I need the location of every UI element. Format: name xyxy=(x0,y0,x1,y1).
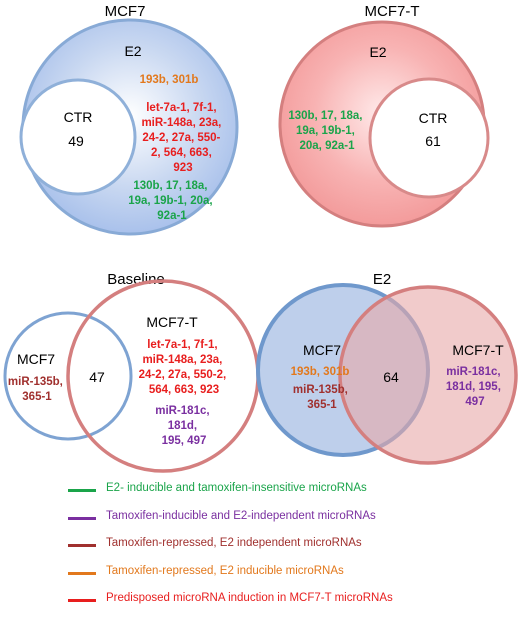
e2-orange-mirnas: 193b, 301b xyxy=(291,366,350,378)
baseline-mcf7t-label: MCF7-T xyxy=(146,314,198,330)
legend-label: E2- inducible and tamoxifen-insensitive … xyxy=(106,482,367,494)
mcf7-red-line: miR-148a, 23a, xyxy=(141,117,221,129)
e2-purple-mirnas: miR-181c, 181d, 195, 497 xyxy=(446,366,504,408)
mcf7t-green-mirnas: 130b, 17, 18a, 19a, 19b-1, 20a, 92a-1 xyxy=(288,110,365,152)
mcf7t-ctr-label: CTR xyxy=(419,110,448,126)
legend-label: Tamoxifen-repressed, E2 inducible microR… xyxy=(106,564,344,577)
mcf7-red-line: 923 xyxy=(173,162,192,174)
legend-swatch xyxy=(68,599,96,602)
baseline-overlap-count: 47 xyxy=(89,369,105,385)
legend: E2- inducible and tamoxifen-insensitive … xyxy=(68,482,508,620)
mcf7t-e2-label: E2 xyxy=(369,44,386,60)
e2-mcf7t-set xyxy=(338,285,518,465)
baseline-mcf7-label: MCF7 xyxy=(17,351,55,367)
panel-mcf7-title: MCF7 xyxy=(105,3,146,20)
panel-e2: E2 MCF7 MCF7-T 64 193b, 301b miR-135b, 3… xyxy=(256,271,518,465)
baseline-mcf7-mirnas: miR-135b, 365-1 xyxy=(8,376,66,403)
mcf7-red-mirnas: let-7a-1, 7f-1, miR-148a, 23a, 24-2, 27a… xyxy=(141,102,224,174)
panel-e2-title: E2 xyxy=(373,271,391,288)
panel-baseline-title: Baseline xyxy=(107,271,165,288)
e2-mcf7-label: MCF7 xyxy=(303,342,341,358)
baseline-red-mirnas: let-7a-1, 7f-1, miR-148a, 23a, 24-2, 27a… xyxy=(139,339,230,396)
mcf7t-green-line: 130b, 17, 18a, xyxy=(288,110,362,122)
baseline-red-line: let-7a-1, 7f-1, xyxy=(147,339,217,351)
baseline-purple-line: 195, 497 xyxy=(162,435,207,447)
baseline-purple-line: 181d, xyxy=(168,420,197,432)
legend-label: Predisposed microRNA induction in MCF7-T… xyxy=(106,592,393,604)
e2-purple-line: miR-181c, xyxy=(446,366,500,378)
panel-mcf7: MCF7 E2 CTR 49 193b, 301b let-7a-1, 7f-1… xyxy=(19,3,239,236)
e2-brown-line: miR-135b, xyxy=(293,384,348,396)
baseline-red-line: 24-2, 27a, 550-2, xyxy=(139,369,227,381)
mcf7t-ctr-set xyxy=(368,77,490,199)
mcf7-ctr-count: 49 xyxy=(68,133,84,149)
baseline-mcf7-line: miR-135b, xyxy=(8,376,63,388)
legend-item-purple: Tamoxifen-inducible and E2-independent m… xyxy=(68,510,508,538)
panel-mcf7t: MCF7-T E2 CTR 61 130b, 17, 18a, 19a, 19b… xyxy=(278,3,490,228)
baseline-purple-line: miR-181c, xyxy=(155,405,209,417)
mcf7-green-line: 92a-1 xyxy=(157,210,187,222)
legend-swatch xyxy=(68,571,96,575)
panel-baseline: Baseline MCF7 MCF7-T 47 miR-135b, 365-1 … xyxy=(3,271,260,473)
mcf7-ctr-set xyxy=(19,78,137,196)
mcf7-red-line: 24-2, 27a, 550- xyxy=(142,132,220,144)
mcf7-green-line: 130b, 17, 18a, xyxy=(133,180,207,192)
legend-swatch xyxy=(68,489,96,492)
e2-mcf7t-label: MCF7-T xyxy=(452,342,504,358)
legend-swatch xyxy=(68,516,96,520)
mcf7-red-line: let-7a-1, 7f-1, xyxy=(146,102,216,114)
legend-item-green: E2- inducible and tamoxifen-insensitive … xyxy=(68,482,508,510)
mcf7-e2-label: E2 xyxy=(124,43,141,59)
legend-item-orange: Tamoxifen-repressed, E2 inducible microR… xyxy=(68,565,508,593)
e2-brown-mirnas: miR-135b, 365-1 xyxy=(293,384,351,411)
baseline-red-line: 564, 663, 923 xyxy=(149,384,219,396)
legend-item-red: Predisposed microRNA induction in MCF7-T… xyxy=(68,592,508,620)
mcf7-green-line: 19a, 19b-1, 20a, xyxy=(128,195,212,207)
mcf7-ctr-label: CTR xyxy=(64,109,93,125)
mcf7t-green-line: 19a, 19b-1, xyxy=(296,125,355,137)
baseline-purple-mirnas: miR-181c, 181d, 195, 497 xyxy=(155,405,213,447)
e2-purple-line: 181d, 195, xyxy=(446,381,501,393)
mcf7t-green-line: 20a, 92a-1 xyxy=(300,140,356,152)
baseline-red-line: miR-148a, 23a, xyxy=(142,354,222,366)
e2-brown-line: 365-1 xyxy=(307,399,337,411)
panel-mcf7t-title: MCF7-T xyxy=(365,3,420,20)
e2-purple-line: 497 xyxy=(465,396,484,408)
mcf7-orange-mirnas: 193b, 301b xyxy=(140,74,199,86)
mcf7-green-mirnas: 130b, 17, 18a, 19a, 19b-1, 20a, 92a-1 xyxy=(128,180,216,222)
mcf7t-ctr-count: 61 xyxy=(425,133,441,149)
legend-item-brown: Tamoxifen-repressed, E2 independent micr… xyxy=(68,537,508,565)
legend-label: Tamoxifen-inducible and E2-independent m… xyxy=(106,509,376,522)
mcf7-red-line: 2, 564, 663, xyxy=(151,147,212,159)
legend-label: Tamoxifen-repressed, E2 independent micr… xyxy=(106,537,362,549)
e2-overlap-count: 64 xyxy=(383,369,399,385)
baseline-mcf7-line: 365-1 xyxy=(22,391,52,403)
legend-swatch xyxy=(68,544,96,547)
